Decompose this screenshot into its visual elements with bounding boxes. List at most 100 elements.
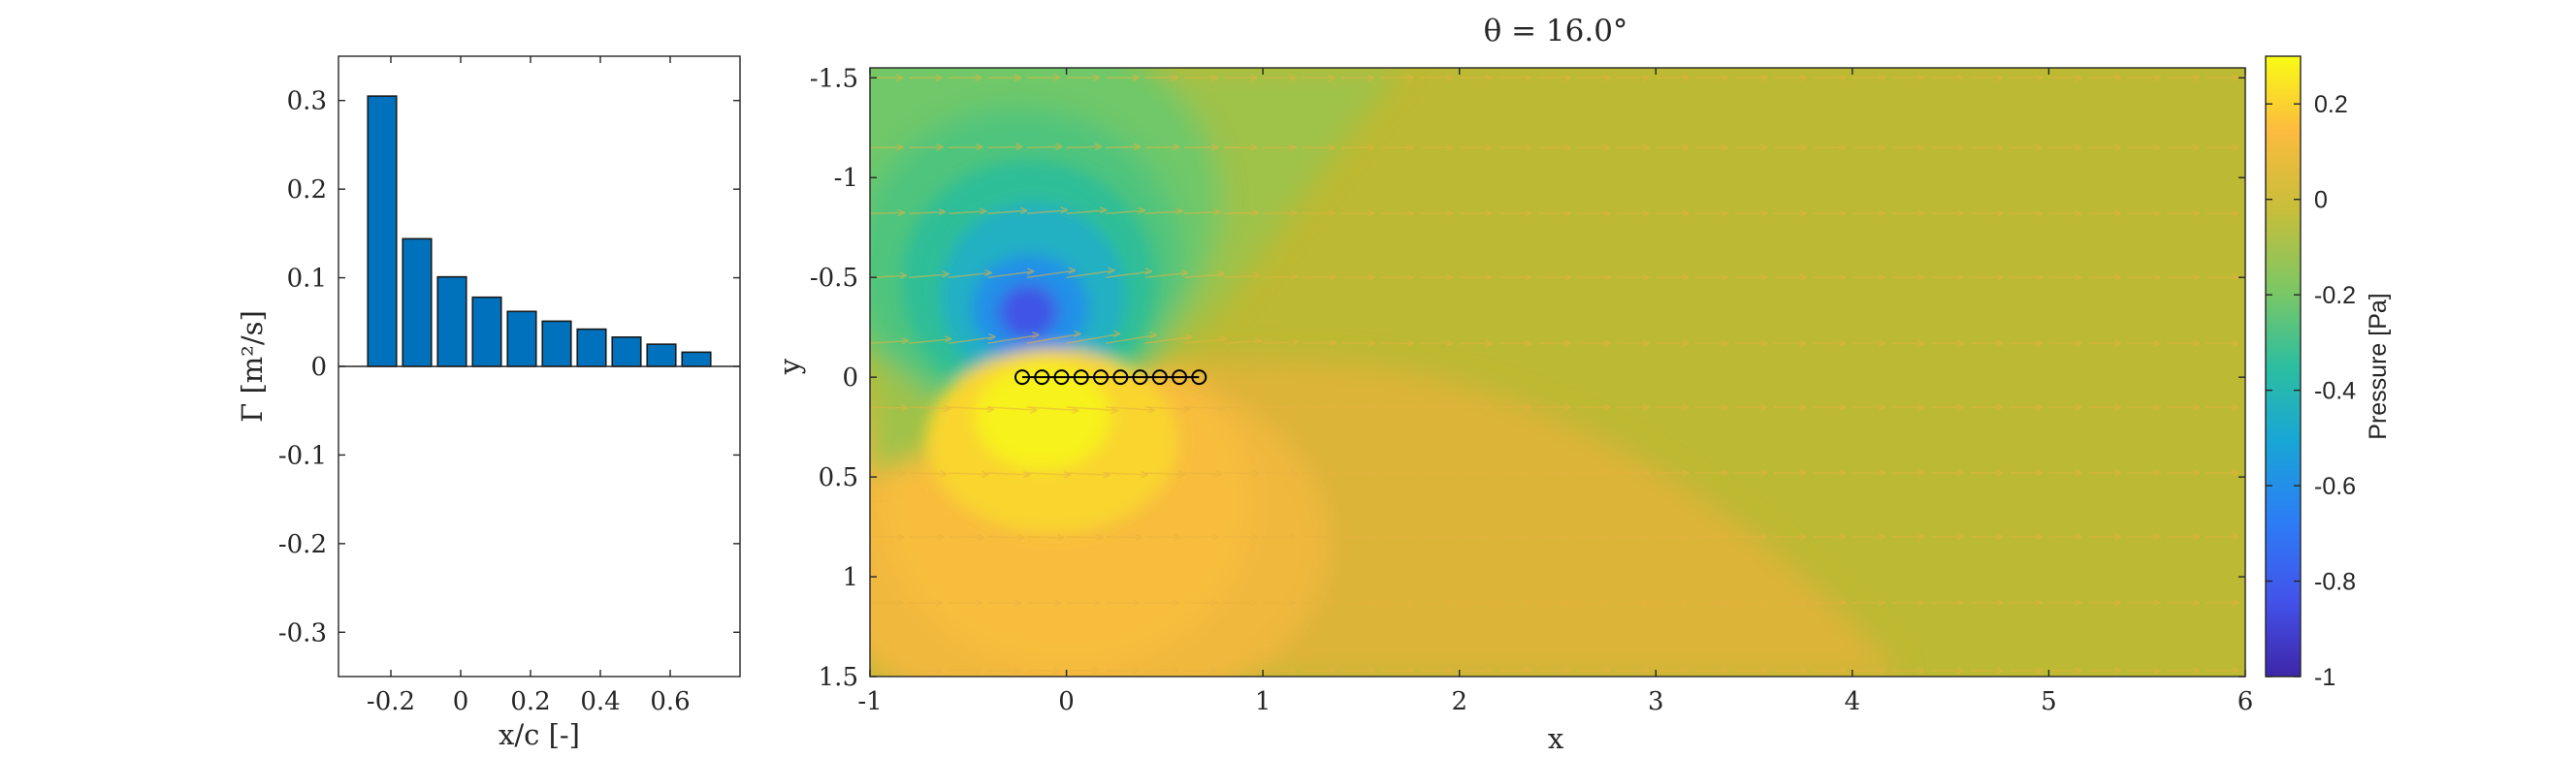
velocity-arrow [1694, 143, 1729, 152]
velocity-arrow [2048, 143, 2082, 152]
velocity-arrow [1537, 403, 1572, 411]
panel-point [1073, 369, 1089, 386]
velocity-arrow [1773, 273, 1808, 281]
velocity-arrow [1970, 599, 2004, 607]
velocity-arrow [1537, 533, 1572, 541]
velocity-arrow [1302, 338, 1337, 347]
velocity-arrow [1577, 469, 1611, 477]
velocity-arrow [987, 206, 1028, 215]
velocity-arrow [1694, 403, 1729, 411]
field-x-ticks: -1 0 1 2 3 4 5 6 [857, 68, 2253, 716]
panel-point [1151, 369, 1168, 386]
velocity-arrow [1734, 403, 1768, 411]
velocity-arrow [2127, 273, 2161, 281]
velocity-arrow [1970, 667, 2004, 675]
velocity-arrow [1734, 209, 1768, 217]
velocity-arrow [1970, 74, 2004, 81]
velocity-arrow [2127, 403, 2161, 411]
velocity-arrow [1773, 143, 1808, 152]
velocity-arrow [1380, 533, 1415, 541]
velocity-arrow [987, 533, 1025, 542]
velocity-arrow [1380, 667, 1414, 675]
velocity-arrow [2087, 339, 2122, 347]
velocity-arrow [2009, 599, 2044, 607]
velocity-arrow [1184, 667, 1218, 675]
velocity-arrow [1537, 74, 1572, 81]
velocity-arrow [1341, 667, 1375, 675]
velocity-arrow [1656, 273, 1690, 281]
velocity-arrow [987, 268, 1035, 278]
velocity-arrow [2166, 273, 2201, 281]
velocity-arrow [1577, 533, 1611, 541]
velocity-arrow [1891, 667, 1925, 675]
bar-x-tick-label: 0 [453, 687, 469, 716]
field-x-tick-label: 4 [1845, 687, 1861, 716]
bar-y-ticks: 0.3 0.2 0.1 0 -0.1 -0.2 -0.3 [278, 87, 740, 647]
velocity-arrow [1813, 339, 1847, 347]
velocity-arrow [1066, 206, 1108, 215]
velocity-arrow [1773, 469, 1808, 477]
panel-point [1132, 369, 1148, 386]
velocity-arrow [909, 667, 943, 675]
velocity-arrow [1734, 74, 1768, 81]
velocity-arrow [1970, 533, 2004, 541]
velocity-arrow [1734, 533, 1768, 541]
velocity-arrow [1106, 533, 1143, 542]
colorbar: 0.2 0 -0.2 -0.4 -0.6 -0.8 -1 Pressure [Pa] [2265, 55, 2392, 691]
velocity-arrow [870, 208, 906, 217]
field-axes-box [869, 67, 2246, 678]
velocity-arrow [948, 268, 992, 278]
velocity-arrow [2087, 273, 2122, 281]
velocity-arrow [1144, 74, 1179, 81]
bar [471, 296, 502, 367]
velocity-arrow [2127, 339, 2161, 347]
bar-x-tick-label: 0.4 [580, 687, 620, 716]
velocity-arrow [1105, 268, 1153, 278]
velocity-arrow [1852, 667, 1886, 675]
velocity-arrow [2048, 209, 2082, 217]
velocity-arrow [1577, 273, 1611, 281]
bar-y-tick-label: -0.2 [278, 530, 327, 559]
velocity-arrow [987, 331, 1040, 344]
velocity-arrow [1970, 209, 2004, 217]
velocity-arrow [1380, 599, 1414, 607]
bar-y-tick-label: -0.3 [278, 618, 327, 647]
velocity-arrow [2087, 209, 2122, 217]
velocity-arrow [1223, 271, 1262, 280]
velocity-arrow [1616, 599, 1651, 607]
velocity-arrow [1459, 209, 1494, 217]
velocity-arrow [2087, 667, 2122, 675]
velocity-arrow [1813, 533, 1847, 541]
velocity-arrow [1656, 599, 1690, 607]
velocity-arrow [2009, 74, 2044, 81]
velocity-arrow [870, 469, 907, 478]
velocity-arrow [1813, 209, 1847, 217]
colorbar-tick-label: 0 [2314, 187, 2328, 214]
velocity-arrow [1616, 273, 1651, 281]
velocity-arrow [2166, 533, 2201, 541]
velocity-arrow [1891, 533, 1925, 541]
velocity-arrow [1341, 74, 1375, 81]
velocity-arrow [1852, 143, 1886, 152]
velocity-arrow [1184, 335, 1228, 344]
velocity-arrow [1537, 667, 1572, 675]
colorbar-tick-label: 0.2 [2314, 91, 2348, 118]
bar-x-ticks: -0.2 0 0.2 0.4 0.6 [367, 56, 691, 716]
bar-y-tick-label: 0.2 [287, 175, 327, 205]
velocity-arrow [1302, 469, 1336, 477]
velocity-arrow [1537, 273, 1572, 281]
velocity-arrow [1773, 533, 1808, 541]
velocity-arrow [1026, 206, 1069, 215]
velocity-arrow [1263, 403, 1300, 412]
velocity-arrow [1263, 272, 1299, 280]
velocity-arrow [1616, 209, 1651, 217]
velocity-arrow [1223, 599, 1258, 607]
bar-x-tick-label: 0.6 [650, 687, 690, 716]
velocity-arrow [2009, 273, 2044, 281]
velocity-arrow [987, 599, 1022, 607]
velocity-arrow [1380, 74, 1414, 81]
velocity-arrow [909, 143, 944, 151]
velocity-arrow [2087, 403, 2122, 411]
velocity-arrow [1734, 143, 1768, 152]
velocity-arrow [1537, 209, 1572, 217]
